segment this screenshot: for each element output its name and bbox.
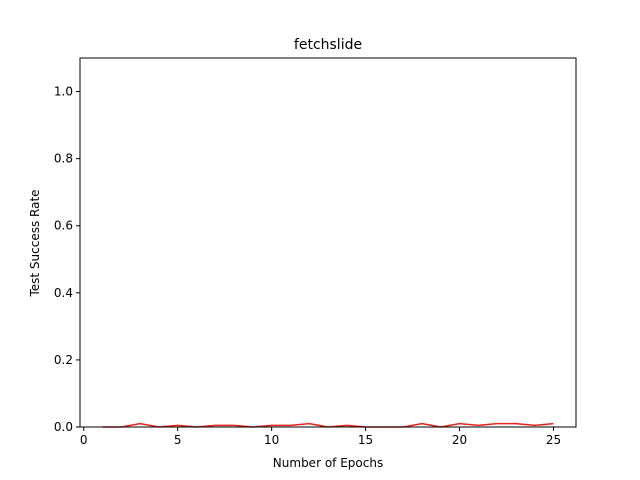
y-tick-label: 0.2 [54,353,73,367]
x-tick-label: 10 [264,433,279,447]
x-tick-label: 20 [452,433,467,447]
y-tick-label: 0.0 [54,420,73,434]
y-axis-ticks: 0.0 0.2 0.4 0.6 0.8 1.0 [54,85,80,434]
x-tick-label: 25 [546,433,561,447]
chart-title: fetchslide [294,37,362,53]
x-tick-label: 5 [174,433,182,447]
y-tick-label: 0.8 [54,152,73,166]
y-tick-label: 0.6 [54,219,73,233]
axes-frame [79,57,577,428]
x-tick-label: 15 [358,433,373,447]
y-tick-label: 1.0 [54,85,73,99]
y-tick-label: 0.4 [54,286,73,300]
x-axis-ticks: 0 5 10 15 20 25 [80,427,561,447]
x-tick-label: 0 [80,433,88,447]
x-axis-label: Number of Epochs [273,456,383,470]
y-axis-label: Test Success Rate [28,189,42,297]
